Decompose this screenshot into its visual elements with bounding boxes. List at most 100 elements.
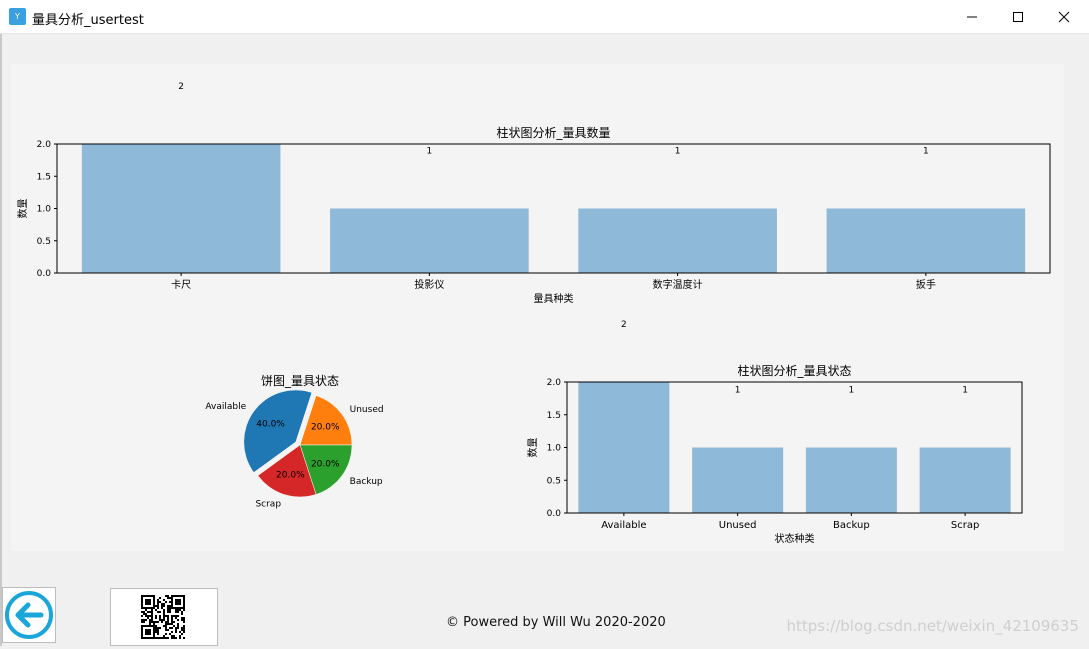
qr-module xyxy=(179,631,181,633)
qr-module xyxy=(149,619,151,621)
qr-module xyxy=(141,605,143,607)
window-title: 量具分析_usertest xyxy=(32,13,144,28)
qr-module xyxy=(149,595,151,597)
qr-module xyxy=(149,607,151,609)
qr-module xyxy=(151,617,153,619)
qr-module xyxy=(163,609,165,611)
pie-slice xyxy=(299,444,353,495)
qr-module xyxy=(175,615,177,617)
watermark-text: https://blog.csdn.net/weixin_42109635 xyxy=(786,617,1079,635)
y-tick-label: 1.5 xyxy=(547,411,561,421)
qr-module xyxy=(145,631,147,633)
qr-module xyxy=(167,605,169,607)
qr-module xyxy=(183,599,185,601)
qr-code-panel xyxy=(110,588,218,646)
data-label: 1 xyxy=(923,147,929,157)
figure-svg: 柱状图分析_量具数量 2 卡尺 1 投影仪 1 数字温度计 1 扳手 0.0 0.5 1.0 1.5 2.… xyxy=(16,82,1051,545)
bar xyxy=(578,382,670,513)
data-label: 1 xyxy=(427,147,433,157)
qr-module xyxy=(151,621,153,623)
qr-module xyxy=(155,615,157,617)
qr-module xyxy=(157,631,159,633)
qr-module xyxy=(157,607,159,609)
qr-module xyxy=(173,625,175,627)
qr-module xyxy=(179,599,181,601)
y-tick-label: 0.5 xyxy=(547,476,561,486)
qr-module xyxy=(175,629,177,631)
qr-module xyxy=(149,625,151,627)
qr-module xyxy=(157,603,159,605)
qr-module xyxy=(171,637,173,639)
pie-label: Unused xyxy=(350,405,384,415)
qr-module xyxy=(173,637,175,639)
qr-module xyxy=(175,637,177,639)
plot-frame xyxy=(56,143,1051,274)
qr-module xyxy=(155,605,157,607)
y-axis-label: 数量 xyxy=(16,199,29,219)
qr-module xyxy=(145,625,147,627)
qr-module xyxy=(183,607,185,609)
qr-module xyxy=(171,599,173,601)
maximize-icon xyxy=(1013,11,1023,22)
close-icon xyxy=(1058,11,1070,22)
qr-module xyxy=(151,619,153,621)
qr-module xyxy=(153,595,155,597)
qr-module xyxy=(141,637,143,639)
qr-module xyxy=(165,637,167,639)
qr-module xyxy=(153,599,155,601)
qr-module xyxy=(183,625,185,627)
qr-module xyxy=(161,607,163,609)
chart-title: 柱状图分析_量具数量 xyxy=(496,125,610,140)
qr-module xyxy=(165,601,167,603)
y-tick-label: 0.5 xyxy=(37,237,51,247)
qr-module xyxy=(177,609,179,611)
qr-module xyxy=(157,633,159,635)
qr-module xyxy=(183,609,185,611)
pie-pct-label: 40.0% xyxy=(256,420,285,430)
qr-module xyxy=(145,599,147,601)
back-arrow-icon xyxy=(5,591,53,639)
qr-module xyxy=(159,597,161,599)
qr-module xyxy=(165,633,167,635)
qr-module xyxy=(169,609,171,611)
pie-slice xyxy=(299,395,353,446)
bar xyxy=(330,208,529,273)
qr-module xyxy=(177,595,179,597)
qr-module xyxy=(169,611,171,613)
close-button[interactable] xyxy=(1041,0,1087,33)
maximize-button[interactable] xyxy=(995,0,1041,33)
qr-module xyxy=(179,603,181,605)
qr-module xyxy=(151,637,153,639)
qr-module xyxy=(175,609,177,611)
qr-module xyxy=(147,611,149,613)
qr-module xyxy=(167,615,169,617)
bar xyxy=(578,208,777,273)
powered-by-text: © Powered by Will Wu 2020-2020 xyxy=(446,615,666,630)
qr-module xyxy=(153,597,155,599)
figure-canvas: 柱状图分析_量具数量 2 卡尺 1 投影仪 1 数字温度计 1 扳手 0.0 0.5 1.0 1.5 2.… xyxy=(11,64,1064,551)
qr-module xyxy=(147,625,149,627)
x-tick-label: 卡尺 xyxy=(171,278,191,291)
qr-module xyxy=(145,607,147,609)
qr-module xyxy=(149,629,151,631)
x-tick-label: Scrap xyxy=(951,520,979,531)
back-button[interactable] xyxy=(2,587,56,643)
x-tick-label: Backup xyxy=(833,520,870,531)
pie-chart: 饼图_量具状态 40.0% Available 20.0% Unused 20.0% Bac… xyxy=(205,374,383,509)
qr-module xyxy=(169,633,171,635)
qr-module xyxy=(183,601,185,603)
qr-module xyxy=(175,603,177,605)
qr-module xyxy=(153,605,155,607)
minimize-icon xyxy=(967,16,977,17)
minimize-button[interactable] xyxy=(949,0,995,33)
qr-module xyxy=(153,623,155,625)
qr-module xyxy=(183,603,185,605)
qr-module xyxy=(173,607,175,609)
data-label: 1 xyxy=(962,386,968,396)
qr-module xyxy=(183,621,185,623)
qr-module xyxy=(181,613,183,615)
qr-module xyxy=(177,601,179,603)
title-bar: Y 量具分析_usertest xyxy=(0,0,1089,34)
chart-title: 饼图_量具状态 xyxy=(261,374,339,388)
qr-module xyxy=(165,615,167,617)
